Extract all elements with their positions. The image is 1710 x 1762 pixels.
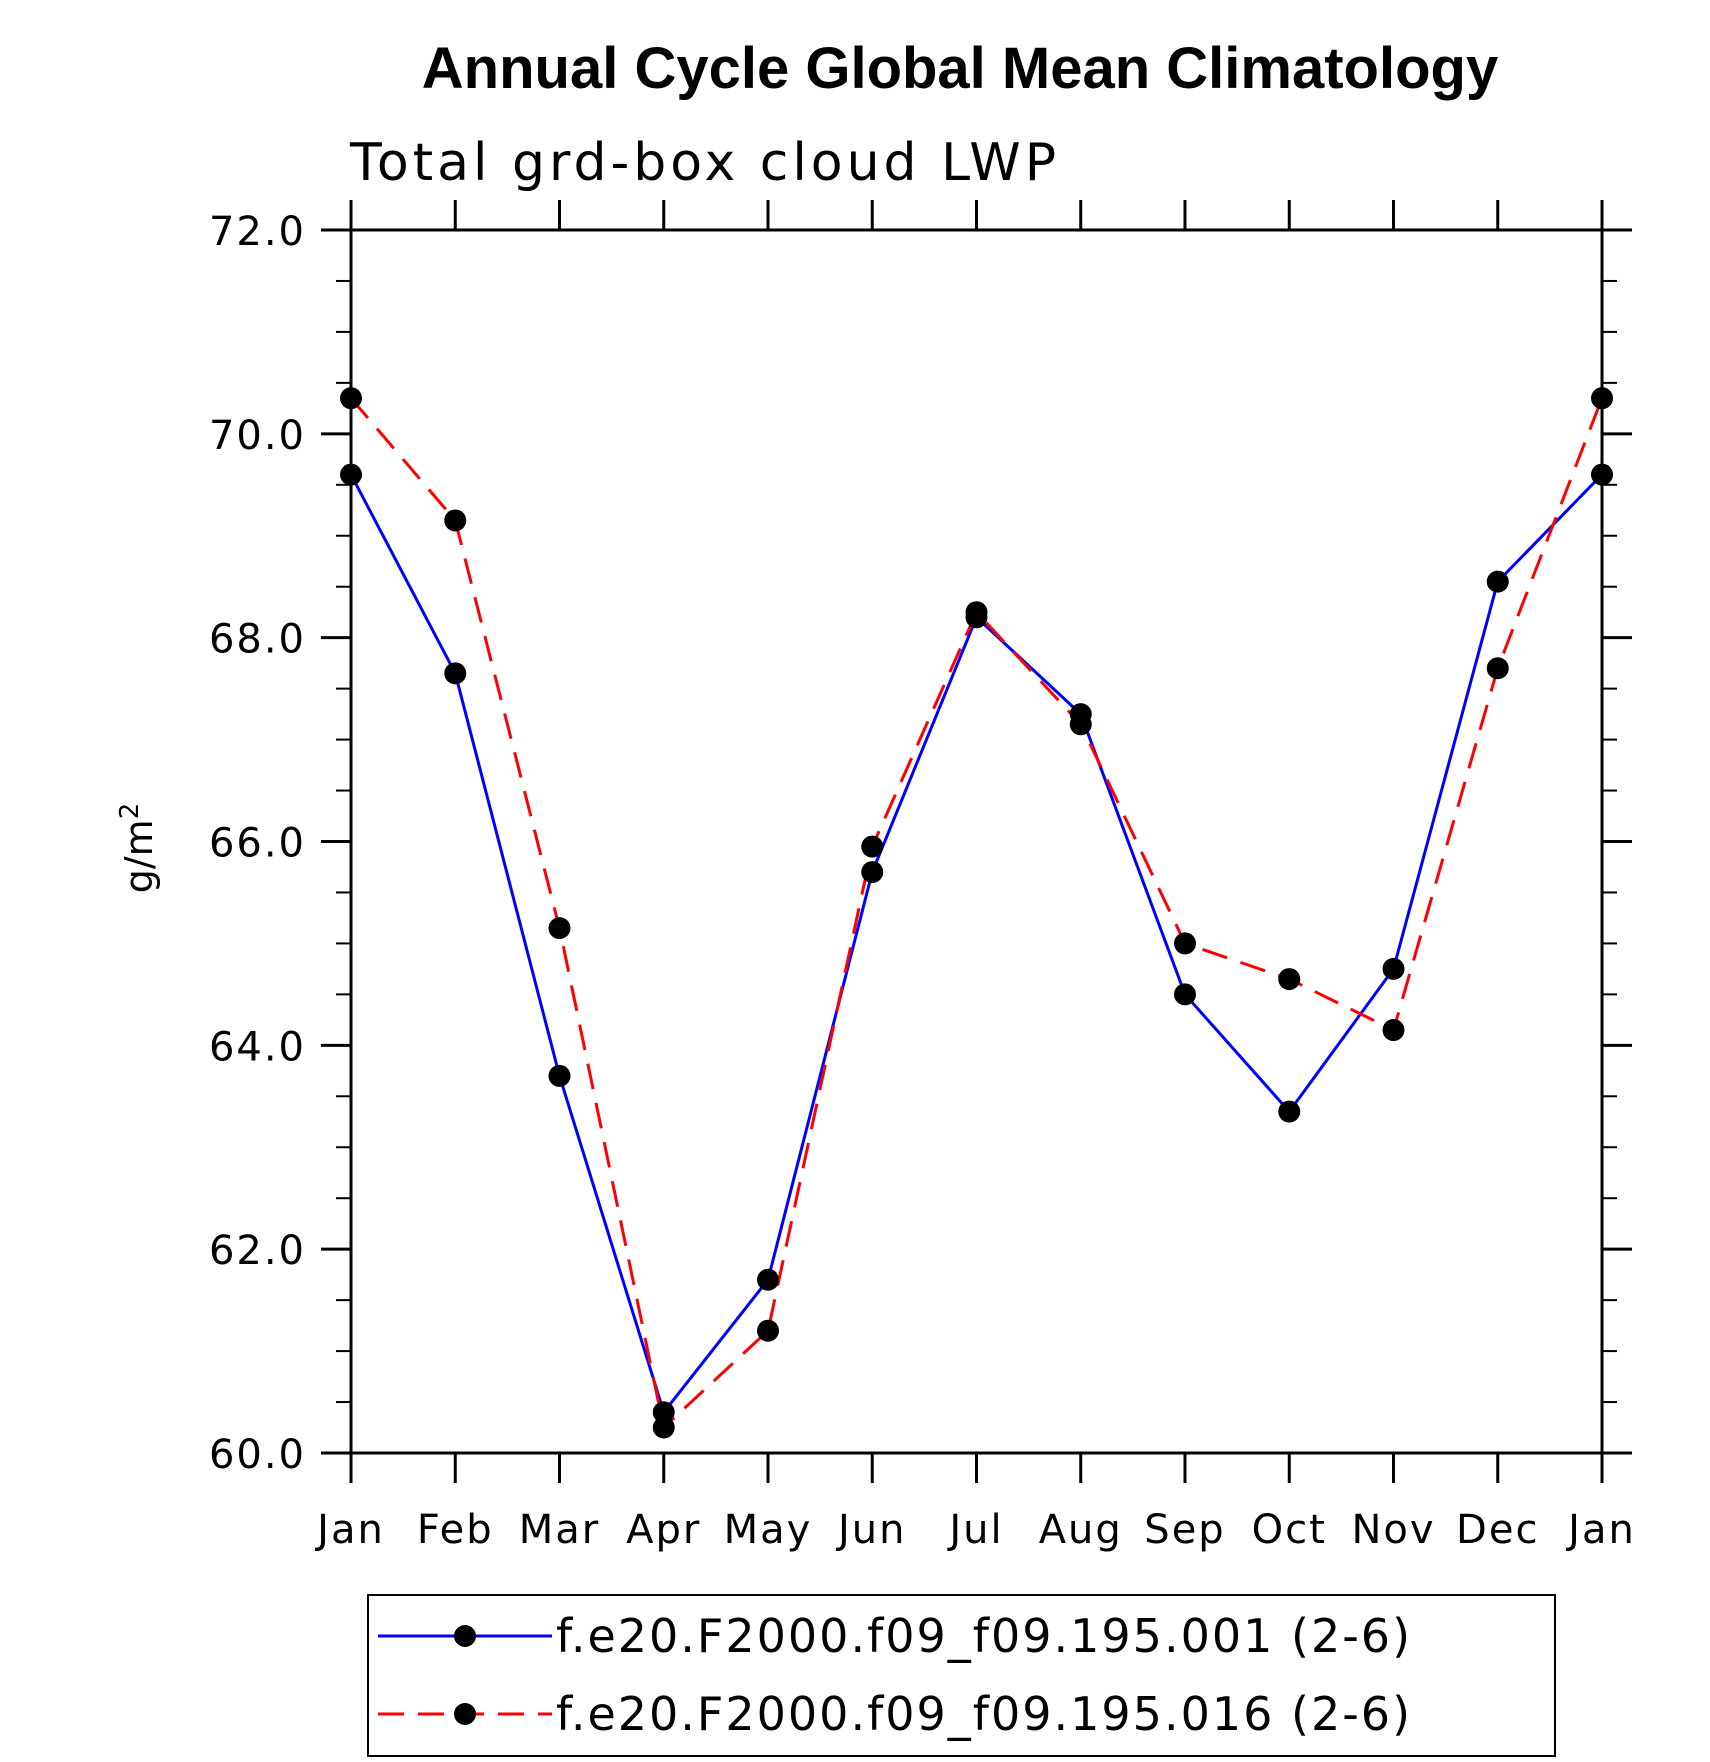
chart-subtitle: Total grd-box cloud LWP (349, 133, 1060, 193)
data-point-series-2 (1174, 932, 1196, 955)
y-axis-label-superscript: 2 (115, 803, 145, 820)
legend-marker-1 (454, 1625, 476, 1647)
data-point-series-1 (1174, 983, 1196, 1006)
x-tick-label: Apr (626, 1507, 701, 1553)
x-tick-label: Jun (835, 1507, 907, 1553)
x-tick-label: Jan (1565, 1507, 1636, 1553)
x-tick-label: Oct (1252, 1507, 1327, 1553)
x-tick-label: May (724, 1507, 813, 1553)
data-point-series-2 (1486, 657, 1509, 680)
data-point-series-2 (1278, 968, 1301, 991)
legend-marker-2 (454, 1703, 476, 1725)
data-point-series-1 (861, 861, 884, 884)
legend: f.e20.F2000.f09_f09.195.001 (2-6) f.e20.F… (367, 1594, 1556, 1757)
y-tick-label: 66.0 (209, 821, 306, 867)
data-point-series-1 (548, 1064, 571, 1087)
x-tick-label: Feb (417, 1507, 494, 1553)
y-tick-label: 68.0 (209, 617, 306, 663)
data-point-series-1 (340, 463, 362, 486)
y-tick-label: 60.0 (209, 1432, 306, 1478)
x-tick-label: Mar (519, 1507, 600, 1553)
legend-label-1: f.e20.F2000.f09_f09.195.001 (2-6) (556, 1609, 1412, 1663)
x-tick-label: Aug (1039, 1507, 1123, 1553)
series-line-2 (349, 397, 1604, 1431)
y-tick-label: 62.0 (209, 1228, 306, 1274)
data-point-series-2 (1069, 713, 1092, 736)
data-point-series-1 (1591, 463, 1613, 486)
x-tick-label: Sep (1144, 1507, 1225, 1553)
x-tick-label: Nov (1351, 1507, 1435, 1553)
data-point-series-2 (1382, 1019, 1405, 1042)
chart-title: Annual Cycle Global Mean Climatology (422, 36, 1498, 101)
y-tick-label: 70.0 (209, 413, 306, 459)
y-tick-label: 64.0 (209, 1024, 306, 1070)
data-point-series-2 (1591, 387, 1613, 410)
x-tick-label: Dec (1456, 1507, 1539, 1553)
y-axis-label: g/m2 (115, 803, 161, 894)
data-point-series-2 (444, 509, 467, 532)
data-point-series-2 (548, 917, 571, 940)
x-tick-label: Jan (314, 1507, 385, 1553)
data-point-series-2 (861, 835, 884, 858)
data-point-series-1 (444, 662, 467, 685)
data-point-series-2 (652, 1416, 675, 1439)
data-point-series-2 (757, 1319, 779, 1342)
data-point-series-2 (340, 387, 362, 410)
axes: Jan Feb Mar Apr May Jun Jul Aug Sep Oct Nov Dec Jan6… (209, 200, 1636, 1553)
x-tick-label: Jul (946, 1507, 1003, 1553)
legend-box (367, 1594, 1556, 1757)
data-point-series-1 (1278, 1100, 1301, 1123)
y-axis-label-unit: g/m (117, 819, 161, 893)
data-point-series-1 (1486, 570, 1509, 593)
data-point-series-1 (757, 1268, 779, 1291)
data-point-series-2 (965, 601, 988, 624)
data-point-series-1 (652, 1401, 675, 1424)
data-point-series-1 (1382, 957, 1405, 980)
y-tick-label: 72.0 (209, 209, 306, 255)
series-layer (340, 387, 1613, 1439)
legend-label-2: f.e20.F2000.f09_f09.195.016 (2-6) (556, 1687, 1412, 1741)
